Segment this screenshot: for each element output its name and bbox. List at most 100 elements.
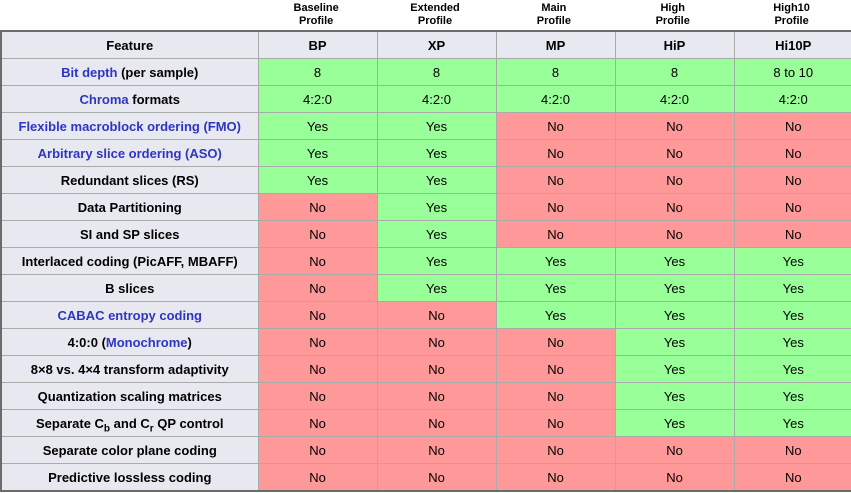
feature-text: formats	[128, 91, 180, 107]
value-cell: No	[376, 463, 497, 492]
value-cell: 8	[257, 58, 378, 86]
column-header-xp: XP	[376, 30, 497, 59]
table-row: Redundant slices (RS) Yes Yes No No No	[0, 166, 851, 194]
value-cell: Yes	[614, 382, 735, 410]
column-header-bp: BP	[257, 30, 378, 59]
feature-text: 8×8 vs. 4×4 transform adaptivity	[30, 361, 229, 377]
table-row: SI and SP slices No Yes No No No	[0, 220, 851, 248]
value-cell: No	[257, 463, 378, 492]
wiki-link[interactable]: Arbitrary slice ordering (ASO)	[37, 145, 222, 161]
value-cell: No	[733, 463, 851, 492]
value-cell: Yes	[376, 112, 497, 140]
value-cell: No	[495, 112, 616, 140]
value-cell: Yes	[614, 355, 735, 383]
value-cell: No	[614, 436, 735, 464]
feature-cell: Separate Cb and Cr QP control	[0, 409, 259, 437]
value-cell: Yes	[733, 247, 851, 275]
profile-label-xp: Extended Profile	[410, 2, 460, 27]
value-cell: Yes	[257, 139, 378, 167]
wiki-link[interactable]: Flexible macroblock ordering (FMO)	[18, 118, 241, 134]
wiki-link[interactable]: CABAC entropy coding	[57, 307, 202, 323]
value-cell: Yes	[376, 193, 497, 221]
value-cell: No	[257, 355, 378, 383]
value-cell: 8	[614, 58, 735, 86]
feature-text: and C	[110, 415, 150, 431]
value-cell: No	[257, 193, 378, 221]
value-cell: No	[733, 166, 851, 194]
value-cell: Yes	[733, 355, 851, 383]
value-cell: 8	[495, 58, 616, 86]
feature-cell: Arbitrary slice ordering (ASO)	[0, 139, 259, 167]
feature-text: Separate C	[36, 415, 104, 431]
value-cell: No	[733, 436, 851, 464]
h264-profile-feature-table: Feature BP XP MP HiP Hi10P Bit depth (per sam…	[0, 30, 851, 492]
value-cell: Yes	[495, 247, 616, 275]
feature-text: B slices	[105, 280, 155, 296]
value-cell: Yes	[733, 301, 851, 329]
value-cell: No	[495, 166, 616, 194]
table-row: Flexible macroblock ordering (FMO) Yes Yes…	[0, 112, 851, 140]
value-cell: No	[376, 382, 497, 410]
profile-label-hip: High Profile	[655, 2, 690, 27]
feature-cell: Quantization scaling matrices	[0, 382, 259, 410]
feature-text: Data Partitioning	[77, 199, 182, 215]
table-row: Interlaced coding (PicAFF, MBAFF) No Yes Ye…	[0, 247, 851, 275]
table-row: Bit depth (per sample) 8 8 8 8 8 to 10	[0, 58, 851, 86]
value-cell: No	[257, 436, 378, 464]
feature-cell: Separate color plane coding	[0, 436, 259, 464]
feature-cell: B slices	[0, 274, 259, 302]
feature-text: b	[103, 423, 111, 435]
wiki-link[interactable]: Monochrome	[105, 334, 188, 350]
table-row: Data Partitioning No Yes No No No	[0, 193, 851, 221]
feature-text: Interlaced coding (PicAFF, MBAFF)	[21, 253, 238, 269]
value-cell: No	[495, 436, 616, 464]
wiki-link[interactable]: Bit depth	[61, 64, 118, 80]
value-cell: No	[495, 139, 616, 167]
value-cell: No	[733, 193, 851, 221]
table-row: 8×8 vs. 4×4 transform adaptivity No No No Ye…	[0, 355, 851, 383]
column-header-hip: HiP	[614, 30, 735, 59]
value-cell: No	[257, 328, 378, 356]
value-cell: No	[376, 355, 497, 383]
feature-text: Separate color plane coding	[42, 442, 217, 458]
value-cell: Yes	[614, 409, 735, 437]
feature-cell: Redundant slices (RS)	[0, 166, 259, 194]
value-cell: 8	[376, 58, 497, 86]
table-row: Arbitrary slice ordering (ASO) Yes Yes No No…	[0, 139, 851, 167]
value-cell: No	[257, 247, 378, 275]
value-cell: 4:2:0	[614, 85, 735, 113]
feature-column-header: Feature	[0, 30, 259, 59]
feature-cell: Interlaced coding (PicAFF, MBAFF)	[0, 247, 259, 275]
table-row: CABAC entropy coding No No Yes Yes Yes	[0, 301, 851, 329]
value-cell: Yes	[376, 139, 497, 167]
value-cell: No	[495, 328, 616, 356]
value-cell: Yes	[614, 301, 735, 329]
feature-cell: Predictive lossless coding	[0, 463, 259, 492]
value-cell: 4:2:0	[495, 85, 616, 113]
value-cell: Yes	[376, 274, 497, 302]
value-cell: No	[614, 139, 735, 167]
table-row: B slices No Yes Yes Yes Yes	[0, 274, 851, 302]
value-cell: No	[495, 355, 616, 383]
value-cell: No	[733, 220, 851, 248]
value-cell: 4:2:0	[257, 85, 378, 113]
feature-text: )	[187, 334, 192, 350]
value-cell: No	[495, 382, 616, 410]
value-cell: No	[614, 463, 735, 492]
value-cell: Yes	[733, 328, 851, 356]
value-cell: No	[733, 139, 851, 167]
feature-text: (per sample)	[117, 64, 199, 80]
value-cell: No	[495, 220, 616, 248]
profile-labels-row: Baseline Profile Extended Profile Main Pro…	[0, 0, 851, 30]
value-cell: No	[257, 274, 378, 302]
wiki-link[interactable]: Chroma	[79, 91, 129, 107]
value-cell: Yes	[376, 220, 497, 248]
value-cell: No	[614, 166, 735, 194]
table-row: Quantization scaling matrices No No No Yes Ye…	[0, 382, 851, 410]
value-cell: No	[614, 112, 735, 140]
feature-cell: Bit depth (per sample)	[0, 58, 259, 86]
feature-text: Predictive lossless coding	[48, 469, 212, 485]
profile-label-mp: Main Profile	[536, 2, 571, 27]
feature-cell: 8×8 vs. 4×4 transform adaptivity	[0, 355, 259, 383]
profile-label-bp: Baseline Profile	[293, 2, 339, 27]
